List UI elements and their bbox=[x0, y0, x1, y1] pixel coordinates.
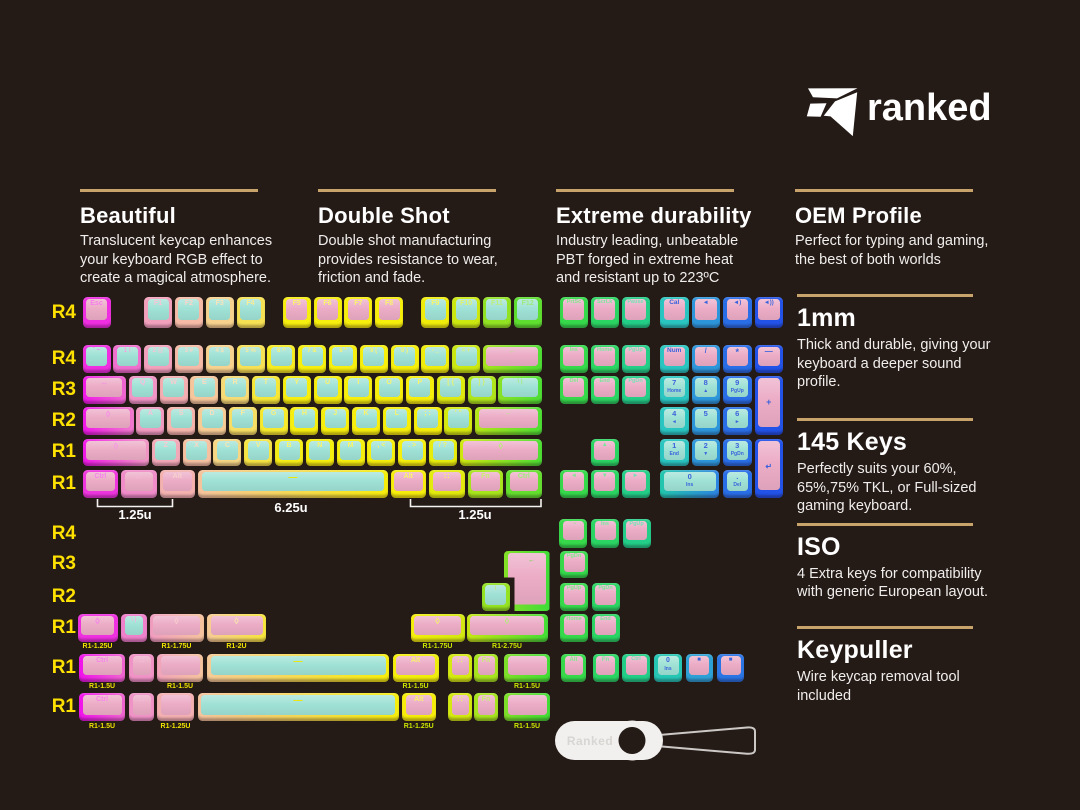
svg-text:Ranked: Ranked bbox=[567, 734, 613, 748]
